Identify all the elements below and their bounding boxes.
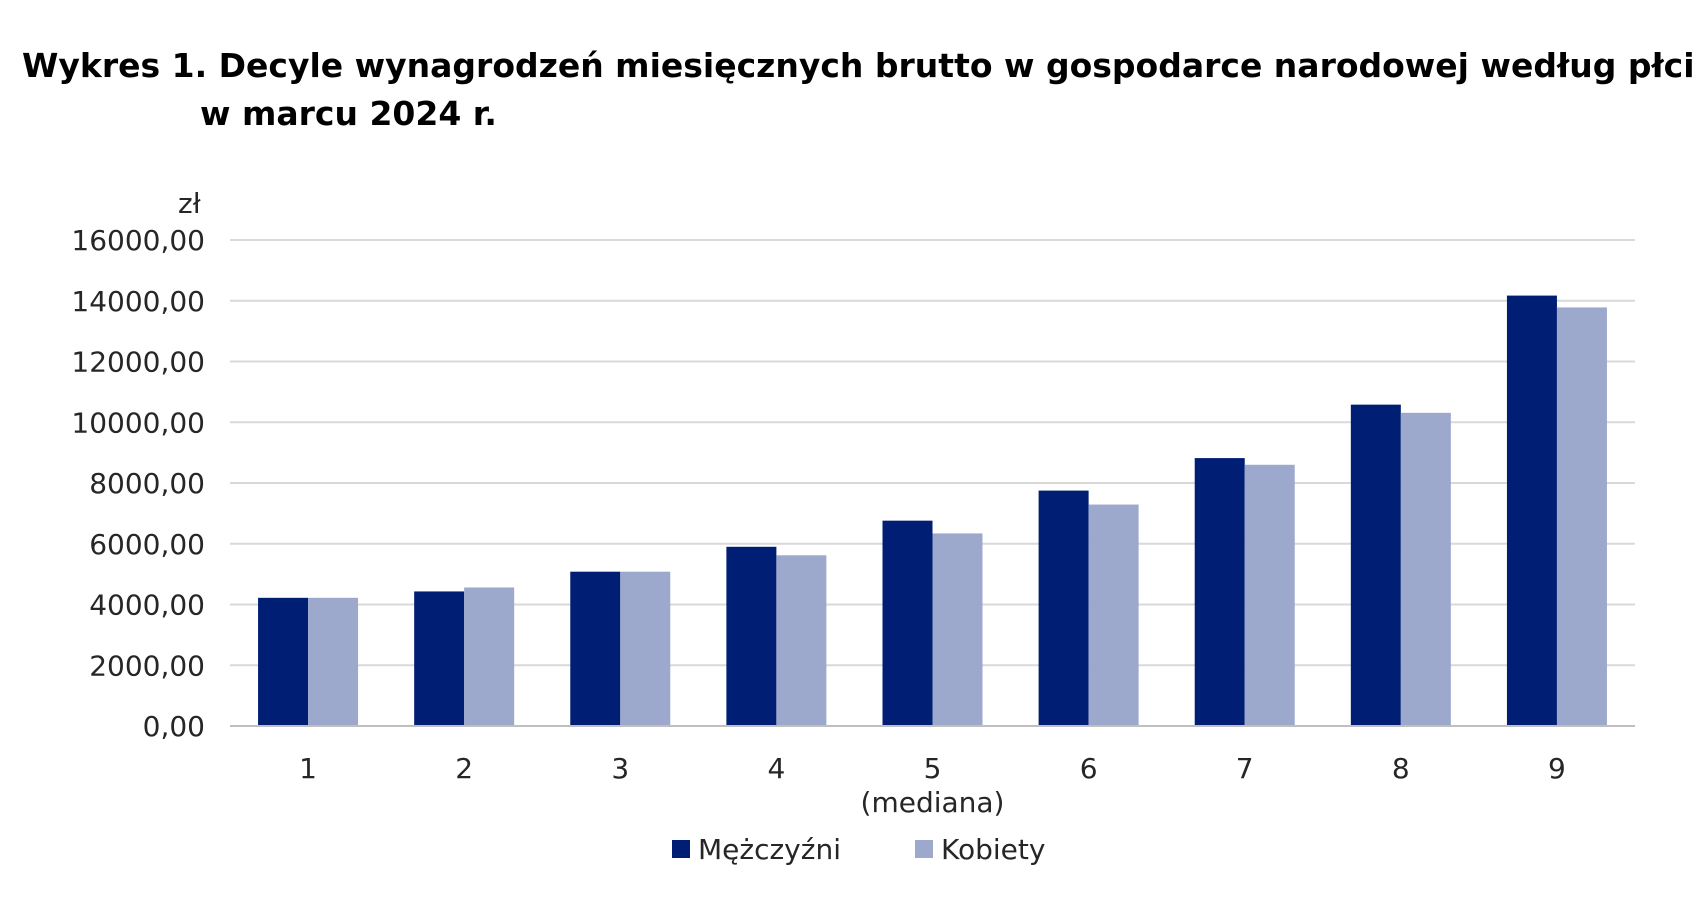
x-axis-ticks: 1 2 3 4 5(mediana) 6 7 8 9 [299, 752, 1566, 819]
bar-women-decile-7 [1244, 464, 1295, 726]
x-tick-label: 1 [299, 752, 317, 785]
x-tick-label: 6 [1080, 752, 1098, 785]
chart-title-line-1: Wykres 1. Decyle wynagrodzeń miesięcznyc… [22, 46, 1695, 85]
y-tick-label: 6000,00 [89, 528, 205, 561]
bar-women-decile-3 [620, 571, 671, 726]
legend: Mężczyźni Kobiety [672, 833, 1045, 866]
bar-men-decile-1 [258, 597, 309, 726]
bar-women-decile-2 [464, 587, 515, 726]
y-tick-label: 4000,00 [89, 589, 205, 622]
x-tick-label: 5 [924, 752, 942, 785]
y-tick-label: 2000,00 [89, 649, 205, 682]
y-tick-label: 0,00 [143, 710, 205, 743]
bar-men-decile-5 [882, 520, 933, 726]
x-tick-label: 4 [767, 752, 785, 785]
bar-women-decile-6 [1088, 504, 1139, 726]
legend-label: Kobiety [941, 833, 1045, 866]
legend-label: Mężczyźni [698, 833, 841, 866]
y-tick-label: 14000,00 [71, 285, 205, 318]
x-tick-label: 3 [611, 752, 629, 785]
bar-women-decile-1 [308, 597, 359, 726]
bar-women-decile-8 [1400, 412, 1451, 726]
x-tick-label: 8 [1392, 752, 1410, 785]
x-tick-label: 7 [1236, 752, 1254, 785]
legend-swatch [672, 840, 690, 858]
bar-women-decile-4 [776, 555, 827, 726]
bar-men-decile-6 [1038, 490, 1089, 726]
bar-women-decile-9 [1556, 307, 1607, 726]
y-tick-label: 12000,00 [71, 346, 205, 379]
bar-men-decile-9 [1506, 295, 1557, 726]
bar-men-decile-2 [414, 591, 465, 726]
bar-men-decile-4 [726, 546, 777, 726]
x-tick-sublabel: (mediana) [861, 786, 1005, 819]
x-tick-label: 9 [1548, 752, 1566, 785]
y-axis-ticks: 0,00 2000,00 4000,00 6000,00 8000,00 10000,00… [71, 224, 205, 743]
y-axis-unit-label: zł [178, 187, 201, 220]
y-tick-label: 8000,00 [89, 467, 205, 500]
chart-title: Wykres 1. Decyle wynagrodzeń miesięcznyc… [22, 42, 1695, 138]
bar-men-decile-7 [1194, 458, 1245, 726]
chart-title-line-2: w marcu 2024 r. [200, 94, 497, 133]
x-tick-label: 2 [455, 752, 473, 785]
bar-women-decile-5 [932, 533, 983, 726]
bars [258, 295, 1607, 726]
y-tick-label: 16000,00 [71, 224, 205, 257]
y-tick-label: 10000,00 [71, 406, 205, 439]
legend-swatch [915, 840, 933, 858]
bar-men-decile-3 [570, 571, 621, 726]
bar-men-decile-8 [1350, 404, 1401, 726]
